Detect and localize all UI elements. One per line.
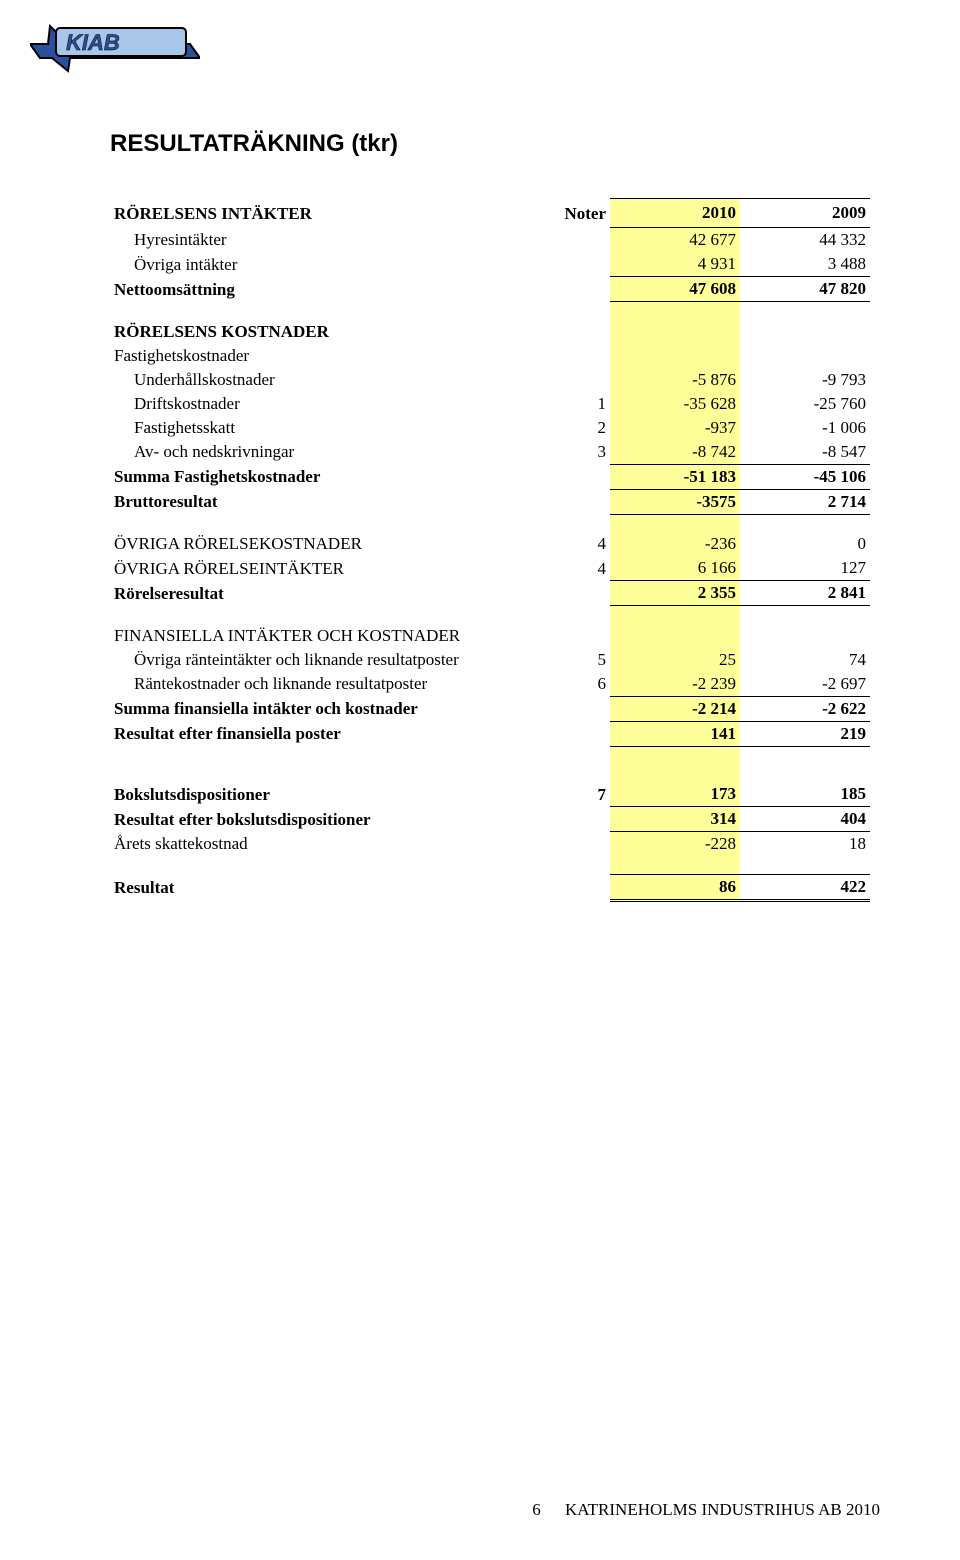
sum-row: Resultat efter bokslutsdispositioner 314… bbox=[110, 807, 870, 832]
table-row: Av- och nedskrivningar 3 -8 742 -8 547 bbox=[110, 440, 870, 465]
sum-row: Summa finansiella intäkter och kostnader… bbox=[110, 696, 870, 721]
result-row: Resultat 86 422 bbox=[110, 874, 870, 900]
page-content: RESULTATRÄKNING (tkr) RÖRELSENS INTÄKTER… bbox=[110, 130, 870, 902]
col-header-noter: Noter bbox=[540, 199, 610, 228]
section-heading-row: FINANSIELLA INTÄKTER OCH KOSTNADER bbox=[110, 624, 870, 648]
sum-row: Resultat efter finansiella poster 141 21… bbox=[110, 721, 870, 746]
income-statement-table: RÖRELSENS INTÄKTER Noter 2010 2009 Hyres… bbox=[110, 198, 870, 902]
table-header-row: RÖRELSENS INTÄKTER Noter 2010 2009 bbox=[110, 199, 870, 228]
page-footer: 6 KATRINEHOLMS INDUSTRIHUS AB 2010 bbox=[532, 1500, 880, 1520]
table-row: Underhållskostnader -5 876 -9 793 bbox=[110, 368, 870, 392]
table-row: Årets skattekostnad -228 18 bbox=[110, 832, 870, 857]
col-header-2009: 2009 bbox=[740, 199, 870, 228]
col-header-2010: 2010 bbox=[610, 199, 740, 228]
table-row: Bokslutsdispositioner 7 173 185 bbox=[110, 782, 870, 807]
section-heading: RÖRELSENS INTÄKTER bbox=[110, 199, 540, 228]
page-title: RESULTATRÄKNING (tkr) bbox=[110, 130, 870, 158]
table-row: Hyresintäkter 42 677 44 332 bbox=[110, 228, 870, 253]
page-number: 6 bbox=[532, 1500, 541, 1520]
table-row: ÖVRIGA RÖRELSEINTÄKTER 4 6 166 127 bbox=[110, 556, 870, 581]
table-row: Övriga ränteintäkter och liknande result… bbox=[110, 648, 870, 672]
sum-row: Rörelseresultat 2 355 2 841 bbox=[110, 581, 870, 606]
section-heading-row: RÖRELSENS KOSTNADER bbox=[110, 320, 870, 344]
footer-text: KATRINEHOLMS INDUSTRIHUS AB 2010 bbox=[565, 1500, 880, 1519]
logo: KIAB bbox=[30, 16, 200, 76]
table-row: ÖVRIGA RÖRELSEKOSTNADER 4 -236 0 bbox=[110, 532, 870, 556]
sum-row: Nettoomsättning 47 608 47 820 bbox=[110, 277, 870, 302]
table-row: Fastighetsskatt 2 -937 -1 006 bbox=[110, 416, 870, 440]
table-row: Driftskostnader 1 -35 628 -25 760 bbox=[110, 392, 870, 416]
sum-row: Bruttoresultat -3575 2 714 bbox=[110, 489, 870, 514]
sum-row: Summa Fastighetskostnader -51 183 -45 10… bbox=[110, 464, 870, 489]
table-row: Fastighetskostnader bbox=[110, 344, 870, 368]
logo-text: KIAB bbox=[66, 30, 120, 55]
table-row: Räntekostnader och liknande resultatpost… bbox=[110, 672, 870, 697]
table-row: Övriga intäkter 4 931 3 488 bbox=[110, 252, 870, 277]
